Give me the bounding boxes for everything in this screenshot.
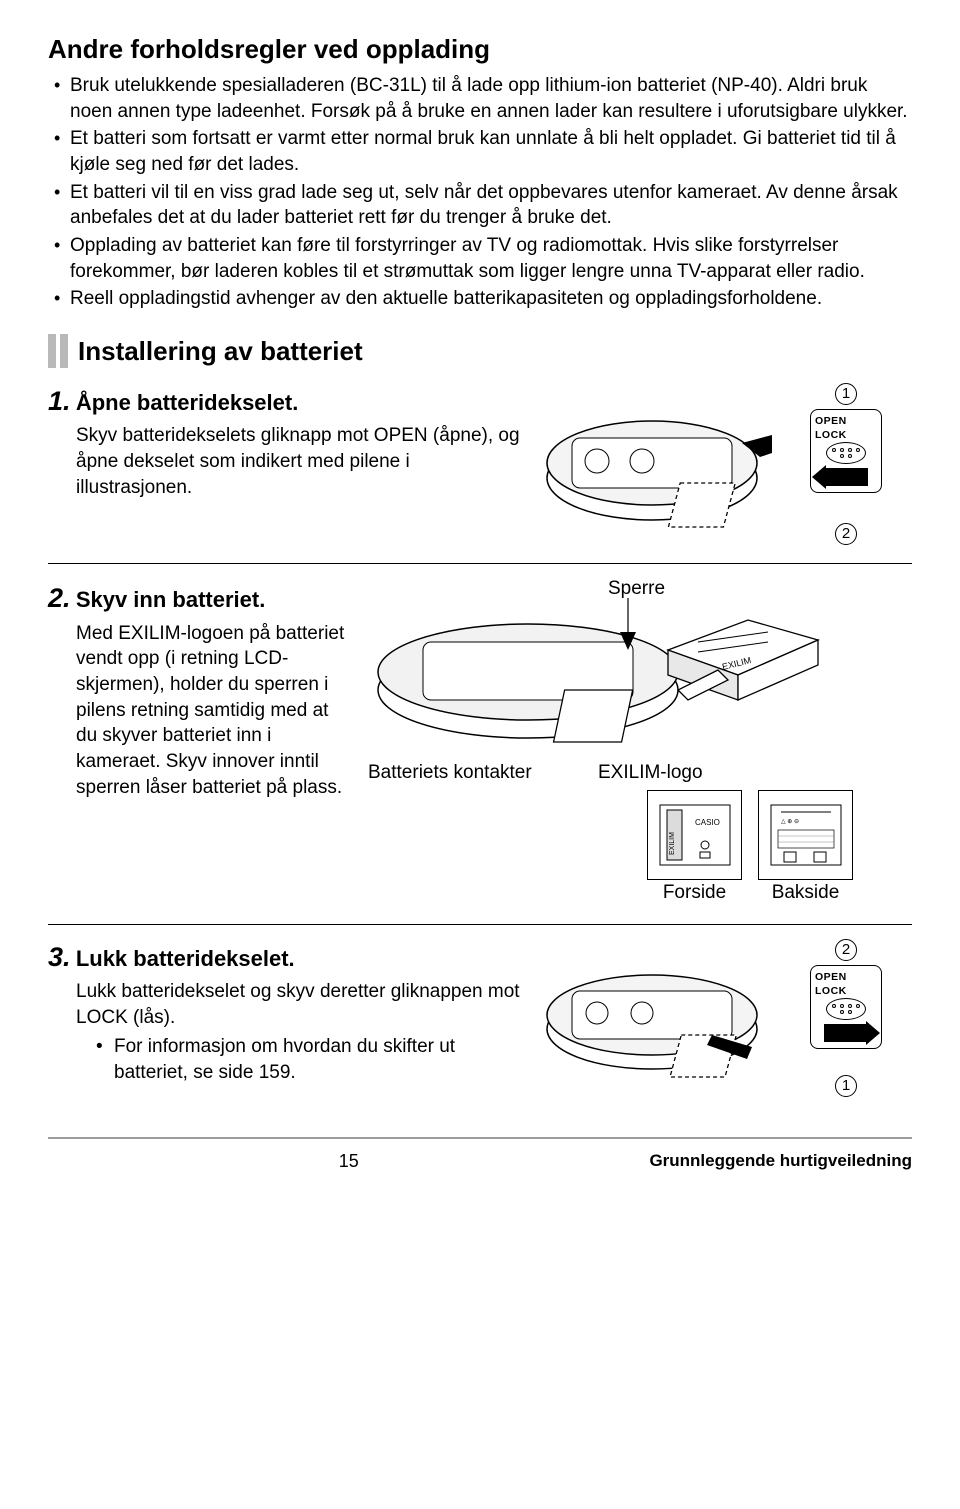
openlock-switch-icon: OPEN LOCK (810, 409, 882, 493)
step-title: Lukk batteridekselet. (76, 946, 295, 971)
step-title: Åpne batteridekselet. (76, 390, 299, 415)
svg-text:CASIO: CASIO (695, 818, 720, 827)
callout-1: 1 (835, 383, 857, 405)
step2-illustration: Sperre EXILIM (368, 580, 912, 905)
label-front: Forside (647, 880, 742, 906)
bullet-item: Opplading av batteriet kan føre til fors… (48, 233, 912, 284)
battery-front-card: CASIO EXILIM (647, 790, 742, 880)
step-3: 3. Lukk batteridekselet. Lukk batteridek… (48, 939, 912, 1097)
svg-text:EXILIM: EXILIM (669, 832, 676, 855)
step-body: Lukk batteridekselet og skyv deretter gl… (48, 979, 522, 1086)
step-number: 1. (48, 386, 71, 416)
step-body: Med EXILIM-logoen på batteriet vendt opp… (48, 621, 348, 800)
step3-illustration: 2 OPEN LOCK 1 (542, 939, 912, 1097)
section-title: Installering av batteriet (78, 334, 363, 369)
precautions-list: Bruk utelukkende spesialladeren (BC-31L)… (48, 73, 912, 312)
page-number: 15 (339, 1149, 359, 1173)
camera-diagram-icon (542, 383, 802, 543)
battery-back-card: △ ⊕ ⊖ (758, 790, 853, 880)
camera-battery-diagram-icon: EXILIM (368, 580, 888, 760)
label-exilim-logo: EXILIM-logo (588, 760, 912, 786)
label-back: Bakside (758, 880, 853, 906)
step-title: Skyv inn batteriet. (76, 587, 266, 612)
step-body: Skyv batteridekselets gliknapp mot OPEN … (48, 423, 522, 500)
bullet-item: Reell oppladingstid avhenger av den aktu… (48, 286, 912, 312)
callout-2: 2 (835, 939, 857, 961)
step-2: 2. Skyv inn batteriet. Med EXILIM-logoen… (48, 580, 912, 905)
label-contacts: Batteriets kontakter (368, 760, 558, 786)
arrow-left-icon (824, 468, 868, 486)
step-number: 3. (48, 942, 71, 972)
page-footer: 15 Grunnleggende hurtigveiledning (48, 1137, 912, 1173)
step3-body-text: Lukk batteridekselet og skyv deretter gl… (76, 981, 520, 1028)
arrow-right-icon (824, 1024, 868, 1042)
bullet-item: Et batteri vil til en viss grad lade seg… (48, 180, 912, 231)
page-heading: Andre forholdsregler ved opplading (48, 32, 912, 67)
svg-text:△ ⊕ ⊖: △ ⊕ ⊖ (781, 819, 799, 825)
openlock-switch-icon: OPEN LOCK (810, 965, 882, 1049)
sub-bullet-item: For informasjon om hvordan du skifter ut… (96, 1034, 522, 1085)
camera-close-diagram-icon (542, 939, 802, 1089)
bullet-item: Et batteri som fortsatt er varmt etter n… (48, 126, 912, 177)
divider (48, 563, 912, 564)
step-number: 2. (48, 583, 71, 613)
heading-decor-icon (48, 334, 68, 368)
step-1: 1. Åpne batteridekselet. Skyv batteridek… (48, 383, 912, 545)
callout-1: 1 (835, 1075, 857, 1097)
footer-section: Grunnleggende hurtigveiledning (649, 1150, 912, 1173)
section-header: Installering av batteriet (48, 334, 912, 369)
callout-2: 2 (835, 523, 857, 545)
divider (48, 924, 912, 925)
label-sperre: Sperre (608, 576, 665, 602)
openlock-label: OPEN LOCK (815, 970, 877, 998)
openlock-label: OPEN LOCK (815, 414, 877, 442)
step1-illustration: 1 OPEN LOCK 2 (542, 383, 912, 545)
bullet-item: Bruk utelukkende spesialladeren (BC-31L)… (48, 73, 912, 124)
battery-sides: CASIO EXILIM Forside (588, 790, 912, 906)
